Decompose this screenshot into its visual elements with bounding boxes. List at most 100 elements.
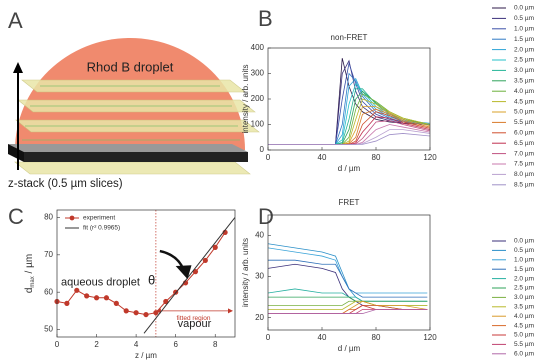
- legend-label: 4.5 µm: [514, 98, 534, 105]
- substrate-top: [8, 144, 248, 152]
- legend-label: 0.5 µm: [514, 247, 534, 254]
- x-axis-label: d / µm: [338, 344, 361, 353]
- x-tick-label: 0: [266, 153, 271, 162]
- legend-label: 5.0 µm: [514, 332, 534, 339]
- y-tick-label: 70: [44, 250, 53, 259]
- data-point: [143, 311, 149, 318]
- y-label-symbol: d: [24, 288, 35, 294]
- legend-label: 8.5 µm: [514, 182, 534, 189]
- legend-label: 2.0 µm: [514, 275, 534, 282]
- series-line: [268, 243, 428, 302]
- legend-label: 2.5 µm: [514, 285, 534, 292]
- annotation: vapour: [178, 318, 212, 330]
- series-line: [268, 58, 430, 145]
- legend-label: 7.0 µm: [514, 150, 534, 157]
- stack-label: z-stack (0.5 µm slices): [8, 178, 123, 190]
- x-tick-label: 40: [318, 153, 327, 162]
- angle-arrowhead: [175, 265, 192, 280]
- droplet-label: Rhod B droplet: [87, 59, 174, 74]
- data-point: [123, 308, 129, 314]
- series-line: [268, 82, 430, 145]
- plot-frame: [267, 47, 431, 151]
- legend-label: 5.5 µm: [514, 341, 534, 348]
- region-arrowhead: [228, 308, 233, 314]
- x-axis-label: d / µm: [338, 164, 361, 173]
- panel-label: A: [8, 8, 23, 33]
- series-line: [57, 232, 226, 316]
- series-line: [143, 217, 235, 334]
- droplet: [15, 38, 245, 150]
- series-line: [268, 296, 428, 302]
- legend-label: 4.0 µm: [514, 313, 534, 320]
- y-axis-label: intensity / arb. units: [241, 65, 250, 134]
- legend-label: 3.5 µm: [514, 78, 534, 85]
- legend-label: 4.5 µm: [514, 322, 534, 329]
- y-tick-label: 20: [255, 313, 264, 322]
- y-tick-label: 200: [251, 94, 265, 103]
- x-tick-label: 0: [266, 333, 271, 342]
- series-line: [268, 259, 428, 298]
- annotation: aqueous droplet: [61, 277, 140, 289]
- y-label-subscript: max: [30, 276, 36, 287]
- data-point: [192, 269, 199, 275]
- z-arrowhead: [13, 62, 23, 73]
- data-point: [153, 310, 159, 316]
- legend-label: 6.0 µm: [514, 351, 534, 358]
- x-tick-label: 6: [173, 340, 178, 349]
- x-tick-label: 120: [423, 333, 437, 342]
- x-axis-label: z / µm: [135, 351, 157, 360]
- legend-label: fit (r² 0.9965): [83, 225, 120, 232]
- data-point: [212, 244, 218, 250]
- annotation: θ: [148, 272, 155, 287]
- legend-label: experiment: [83, 215, 115, 222]
- data-point: [93, 295, 100, 301]
- y-label-unit: / µm: [24, 254, 35, 276]
- y-tick-label: 0: [260, 145, 265, 154]
- chart-title: non-FRET: [331, 33, 368, 42]
- y-tick-label: 30: [255, 272, 264, 281]
- legend-label: 8.0 µm: [514, 171, 534, 178]
- y-tick-label: 60: [44, 287, 53, 296]
- legend-label: 5.5 µm: [514, 119, 534, 126]
- y-tick-label: 400: [251, 43, 265, 52]
- y-tick-label: 50: [44, 325, 53, 334]
- y-axis-label: intensity / arb. units: [241, 238, 250, 307]
- panel-label: B: [258, 6, 273, 31]
- x-tick-label: 0: [55, 340, 60, 349]
- y-axis-label: dmax / µm: [24, 254, 36, 293]
- series-line: [268, 309, 428, 314]
- stripes: [22, 85, 240, 141]
- y-tick-label: 40: [255, 231, 264, 240]
- panel-label: C: [8, 204, 24, 229]
- series-line: [268, 77, 430, 145]
- x-tick-label: 8: [213, 340, 218, 349]
- data-point: [84, 293, 90, 299]
- x-tick-label: 80: [372, 153, 381, 162]
- data-point: [64, 300, 70, 306]
- series-line: [268, 108, 430, 145]
- legend-label: 0.0 µm: [514, 5, 534, 12]
- legend-label: 2.5 µm: [514, 57, 534, 64]
- data-point: [163, 298, 169, 305]
- data-point: [113, 300, 119, 306]
- substrate-side: [8, 144, 24, 162]
- x-tick-label: 80: [372, 333, 381, 342]
- series-line: [268, 300, 428, 314]
- y-tick-label: 100: [251, 120, 265, 129]
- legend-label: 2.0 µm: [514, 46, 534, 53]
- legend-label: 7.5 µm: [514, 161, 534, 168]
- data-point: [202, 257, 208, 264]
- x-tick-label: 40: [318, 333, 327, 342]
- legend-label: 1.0 µm: [514, 26, 534, 33]
- annotation: fitted region: [176, 315, 210, 322]
- region-arrowhead: [155, 308, 161, 314]
- illustration: A Rhod B droplet z-stack (0.5 µm slices): [8, 8, 260, 190]
- legend-label: 1.0 µm: [514, 257, 534, 264]
- legend-label: 4.0 µm: [514, 88, 534, 95]
- y-tick-label: 80: [44, 213, 53, 222]
- series-line: [268, 300, 428, 306]
- series-line: [268, 133, 430, 145]
- x-tick-label: 2: [94, 340, 99, 349]
- y-tick-label: 300: [251, 69, 265, 78]
